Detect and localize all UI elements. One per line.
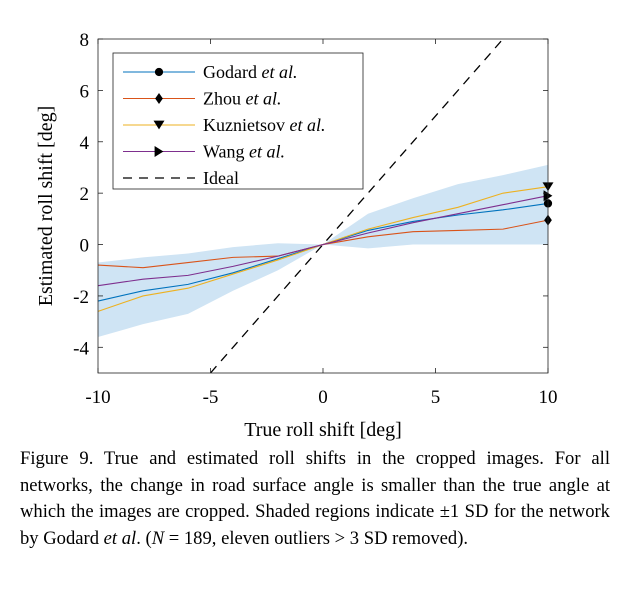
legend-marker-2 <box>153 120 165 130</box>
legend-entry-3: Wang et al. <box>123 142 285 162</box>
legend-label-etal-0: et al. <box>261 62 297 82</box>
legend-label-3: Wang et al. <box>203 142 285 162</box>
series-line-3 <box>97 195 549 287</box>
y-tick-label-5: 6 <box>80 81 90 102</box>
figure-label: Figure 9. <box>20 448 94 469</box>
sd-band <box>98 164 548 338</box>
legend-entry-4: Ideal <box>123 168 239 188</box>
y-tick-label-1: -2 <box>73 287 89 308</box>
caption-text-2: 1 SD for the network by Godard <box>20 501 610 549</box>
legend-label-etal-1: et al. <box>246 89 282 109</box>
y-tick-label-6: 8 <box>80 30 90 51</box>
legend-label-etal-2: et al. <box>289 115 325 135</box>
legend-entry-1: Zhou et al. <box>123 89 282 109</box>
n-symbol: N <box>151 527 165 549</box>
caption-text-1: True and estimated roll shifts in the cr… <box>20 448 610 522</box>
legend-marker-1 <box>155 93 163 104</box>
legend-label-2: Kuznietsov et al. <box>203 115 325 135</box>
x-tick-label-0: -10 <box>85 387 110 408</box>
y-tick-label-4: 4 <box>80 133 90 154</box>
x-axis-label: True roll shift [deg] <box>244 419 402 441</box>
legend-label-name-0: Godard <box>203 62 261 82</box>
legend: Godard et al.Zhou et al.Kuznietsov et al… <box>112 52 364 190</box>
roll-shift-chart: -10 -5 0 5 10 -4 -2 0 2 4 6 8 True roll shift [deg] E… <box>35 30 558 441</box>
x-tick-label-1: -5 <box>203 387 219 408</box>
x-tick-label-2: 0 <box>318 387 328 408</box>
legend-entry-2: Kuznietsov et al. <box>123 115 325 135</box>
series-layer <box>97 182 554 312</box>
y-tick-label-0: -4 <box>73 338 89 359</box>
legend-entry-0: Godard et al. <box>123 62 297 82</box>
caption-text-5: 3 SD removed). <box>345 527 469 549</box>
x-tick-label-4: 10 <box>539 387 558 408</box>
y-tick-label-2: 0 <box>80 236 90 257</box>
caption-text-4: = 189, eleven outliers <box>164 527 335 549</box>
figure-caption: Figure 9. True and estimated roll shifts… <box>20 446 610 552</box>
plus-minus-symbol: ± <box>439 501 450 522</box>
caption-text-3: . ( <box>136 527 152 549</box>
x-tick-label-3: 5 <box>431 387 441 408</box>
legend-label-name-2: Kuznietsov <box>203 115 289 135</box>
legend-label-name-4: Ideal <box>203 168 239 188</box>
legend-label-name-1: Zhou <box>203 89 246 109</box>
axes-layer: -10 -5 0 5 10 -4 -2 0 2 4 6 8 True roll shift [deg] E… <box>35 30 558 441</box>
caption-italic-etal: et al <box>103 527 137 549</box>
ideal-line <box>210 39 504 373</box>
greater-than-symbol: > <box>334 527 346 549</box>
sd-band-layer <box>98 164 548 338</box>
legend-label-4: Ideal <box>203 168 239 188</box>
legend-label-etal-3: et al. <box>249 142 285 162</box>
legend-label-0: Godard et al. <box>203 62 297 82</box>
legend-label-1: Zhou et al. <box>203 89 282 109</box>
legend-marker-3 <box>154 146 164 157</box>
ideal-line-layer <box>210 39 504 373</box>
y-tick-label-3: 2 <box>80 184 90 205</box>
legend-label-name-3: Wang <box>203 142 249 162</box>
y-axis-label: Estimated roll shift [deg] <box>35 106 57 307</box>
legend-marker-0 <box>154 67 164 77</box>
